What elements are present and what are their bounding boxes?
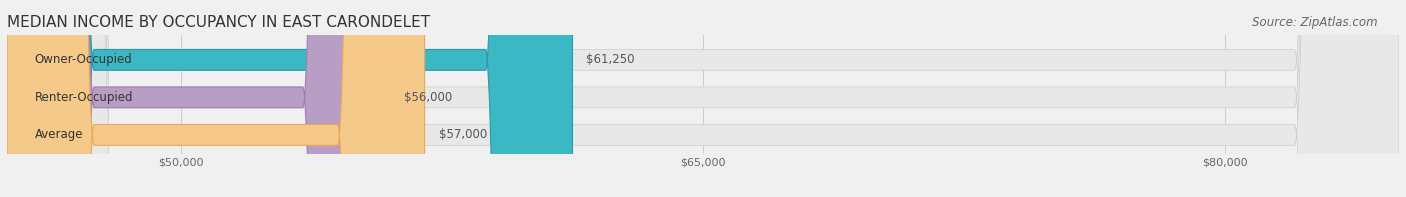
Text: $56,000: $56,000 [404,91,451,104]
Text: $61,250: $61,250 [586,53,636,66]
Text: Average: Average [35,128,83,141]
FancyBboxPatch shape [7,0,1399,197]
FancyBboxPatch shape [7,0,1399,197]
Text: Owner-Occupied: Owner-Occupied [35,53,132,66]
FancyBboxPatch shape [7,0,1399,197]
FancyBboxPatch shape [7,0,572,197]
Text: MEDIAN INCOME BY OCCUPANCY IN EAST CARONDELET: MEDIAN INCOME BY OCCUPANCY IN EAST CARON… [7,15,430,30]
Text: Renter-Occupied: Renter-Occupied [35,91,134,104]
FancyBboxPatch shape [7,0,389,197]
FancyBboxPatch shape [7,0,425,197]
Text: $57,000: $57,000 [439,128,486,141]
Text: Source: ZipAtlas.com: Source: ZipAtlas.com [1253,16,1378,29]
